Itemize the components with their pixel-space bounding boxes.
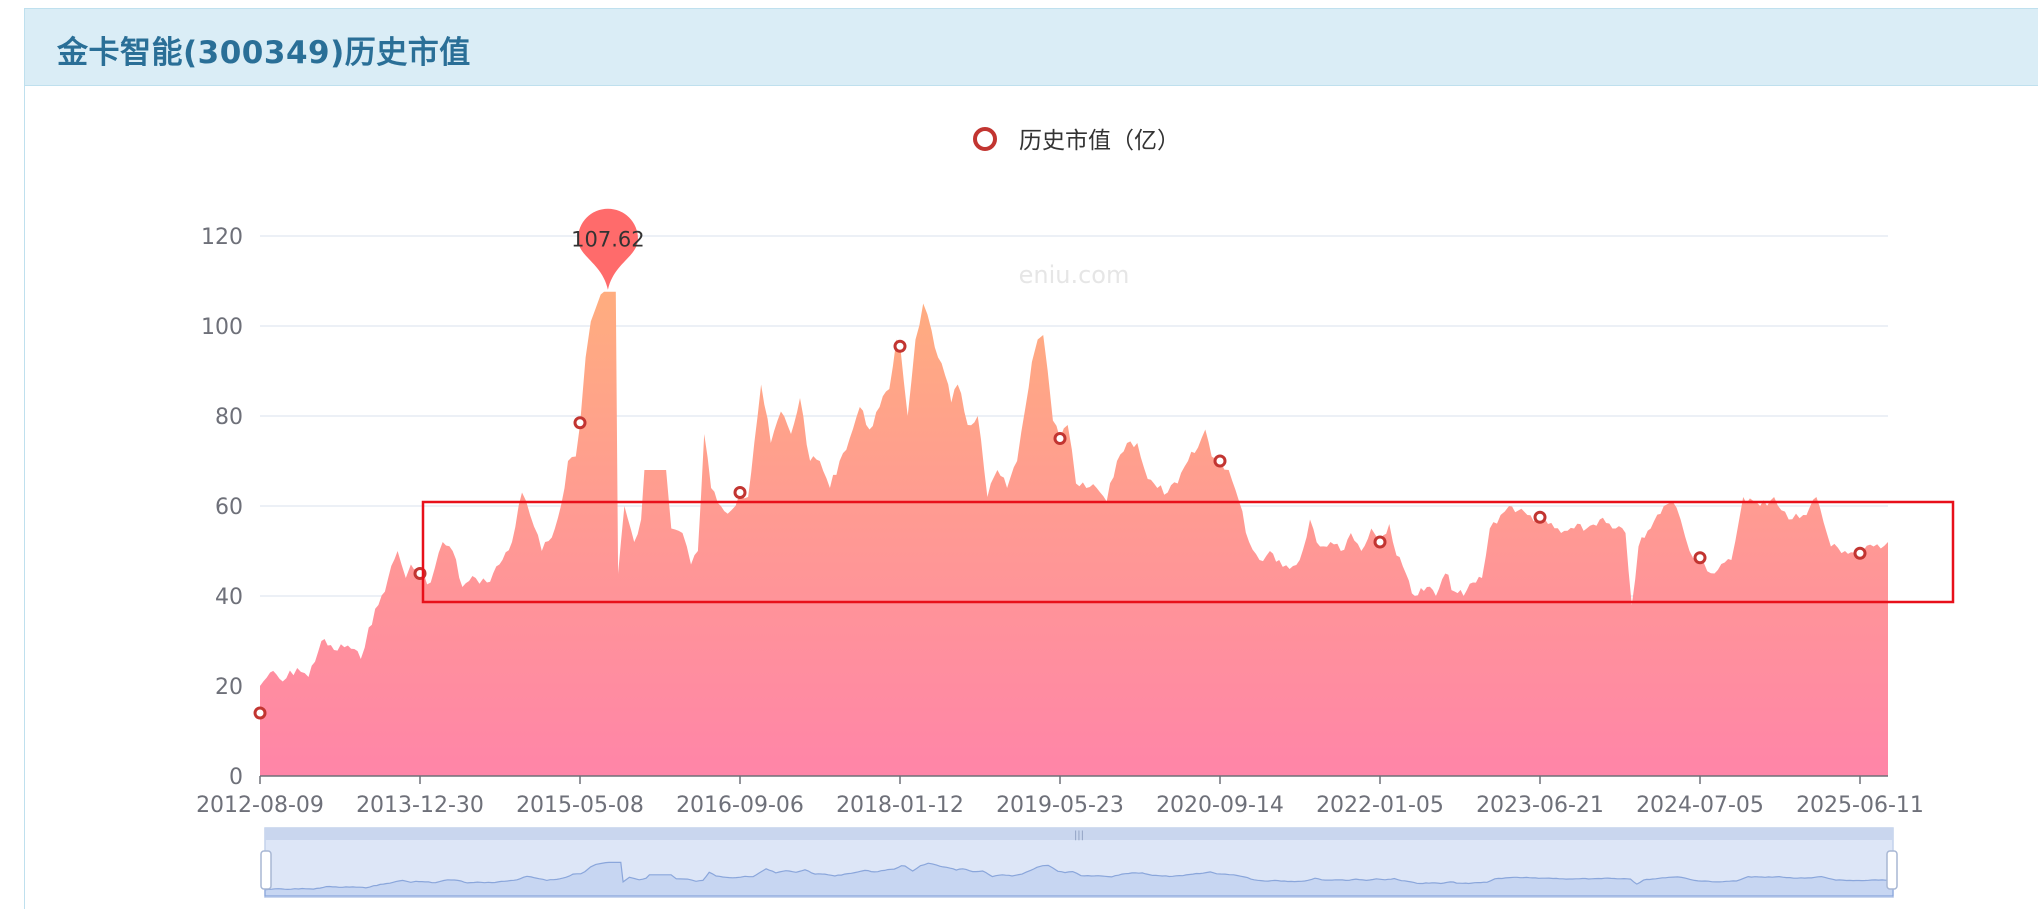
event-marker[interactable]: [1533, 510, 1547, 524]
x-tick-label: 2012-08-09: [196, 793, 324, 818]
datazoom-top-bar[interactable]: [265, 828, 1893, 840]
max-value-pin[interactable]: 107.62: [571, 208, 645, 290]
y-tick-label: 20: [215, 675, 243, 700]
x-tick-label: 2024-07-05: [1636, 793, 1764, 818]
event-marker[interactable]: [733, 486, 747, 499]
event-marker[interactable]: [1213, 454, 1227, 468]
x-tick-label: 2022-01-05: [1316, 793, 1444, 818]
x-tick-label: 2016-09-06: [676, 793, 804, 818]
event-marker[interactable]: [1853, 546, 1867, 560]
event-marker[interactable]: [1053, 432, 1067, 445]
event-marker[interactable]: [1693, 551, 1707, 565]
x-tick-label: 2025-06-11: [1796, 793, 1924, 818]
y-tick-label: 100: [201, 315, 243, 340]
y-tick-label: 80: [215, 405, 243, 430]
page-title: 金卡智能(300349)历史市值: [57, 35, 471, 71]
panel-header: 金卡智能(300349)历史市值: [25, 9, 2038, 86]
x-tick-label: 2019-05-23: [996, 793, 1124, 818]
y-tick-label: 0: [229, 765, 243, 790]
y-tick-label: 40: [215, 585, 243, 610]
datazoom-preview: [264, 861, 1894, 897]
datazoom-slider[interactable]: |||: [260, 827, 1898, 898]
x-tick-label: 2018-01-12: [836, 793, 964, 818]
x-tick-label: 2013-12-30: [356, 793, 484, 818]
legend-label[interactable]: 历史市值（亿）: [1019, 128, 1180, 154]
pin-marker-icon[interactable]: [577, 208, 638, 290]
x-tick-label: 2023-06-21: [1476, 793, 1604, 818]
event-marker[interactable]: [253, 706, 267, 720]
event-marker[interactable]: [573, 416, 587, 430]
datazoom-right-handle[interactable]: [1886, 850, 1898, 890]
x-tick-label: 2020-09-14: [1156, 793, 1284, 818]
highlight-box: [421, 500, 1955, 604]
y-tick-label: 60: [215, 495, 243, 520]
y-tick-label: 120: [201, 225, 243, 250]
legend[interactable]: 历史市值（亿）: [973, 127, 1180, 154]
datazoom-left-handle[interactable]: [260, 850, 272, 890]
event-markers[interactable]: [253, 339, 1867, 720]
x-tick-label: 2015-05-08: [516, 793, 644, 818]
svg-text:|||: |||: [1074, 830, 1084, 841]
event-marker[interactable]: [1373, 535, 1387, 549]
watermark: eniu.com: [1019, 261, 1130, 289]
x-axis: 2012-08-09 2013-12-30 2015-05-08 2016-09-06…: [196, 776, 1924, 818]
event-marker[interactable]: [893, 339, 907, 353]
market-cap-area: [260, 291, 1888, 776]
y-axis: 0 20 40 60 80 100 120: [201, 225, 243, 790]
legend-circle-icon[interactable]: [973, 127, 997, 151]
max-value-label: 107.62: [571, 228, 644, 252]
